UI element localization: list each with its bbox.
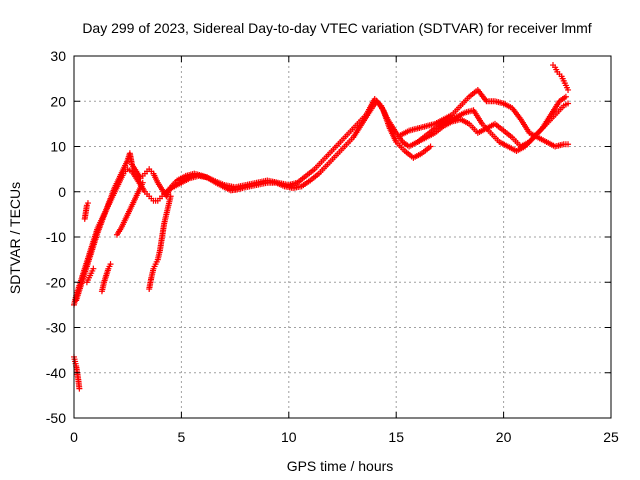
- series-late-branch-3: [436, 93, 569, 155]
- data-point: [565, 100, 572, 107]
- data-point: [76, 385, 83, 392]
- chart-title: Day 299 of 2023, Sidereal Day-to-day VTE…: [82, 20, 591, 36]
- data-point: [565, 86, 572, 93]
- x-tick-label: 10: [281, 429, 297, 445]
- data-point: [427, 143, 434, 150]
- series-scattered-segment-a: [81, 200, 91, 222]
- y-tick-label: 10: [50, 139, 66, 155]
- y-tick-label: 30: [50, 48, 66, 64]
- data-points: [71, 62, 572, 392]
- y-tick-label: -40: [46, 365, 66, 381]
- data-point: [565, 141, 572, 148]
- x-tick-label: 25: [603, 429, 619, 445]
- x-tick-label: 20: [496, 429, 512, 445]
- x-tick-label: 5: [178, 429, 186, 445]
- y-tick-label: 0: [58, 184, 66, 200]
- x-tick-label: 0: [70, 429, 78, 445]
- x-axis-label: GPS time / hours: [287, 458, 394, 474]
- y-tick-label: -10: [46, 229, 66, 245]
- data-point: [84, 200, 91, 207]
- axis-ticks: 0 5 10 15 20 25 -50 -40 -30 -20 -10 0 10 20 30: [46, 48, 619, 445]
- series-late-spike: [550, 62, 572, 93]
- data-point: [107, 261, 114, 268]
- y-axis-label: SDTVAR / TECUs: [7, 182, 23, 294]
- series-rise-main: [71, 98, 434, 308]
- data-point: [139, 179, 146, 186]
- grid: [74, 56, 611, 418]
- data-point: [167, 193, 174, 200]
- data-point: [90, 265, 97, 272]
- y-tick-label: 20: [50, 93, 66, 109]
- series-rise-upper: [73, 95, 447, 304]
- y-tick-label: -50: [46, 410, 66, 426]
- y-tick-label: -30: [46, 320, 66, 336]
- series-dip-segment: [113, 179, 146, 238]
- series-drop-segment: [146, 193, 174, 293]
- series-scattered-segment-c: [83, 265, 97, 286]
- x-tick-label: 15: [388, 429, 404, 445]
- series-scattered-segment-b: [98, 261, 114, 295]
- data-point: [562, 93, 569, 100]
- y-tick-label: -20: [46, 274, 66, 290]
- series-late-branch-1: [397, 86, 572, 150]
